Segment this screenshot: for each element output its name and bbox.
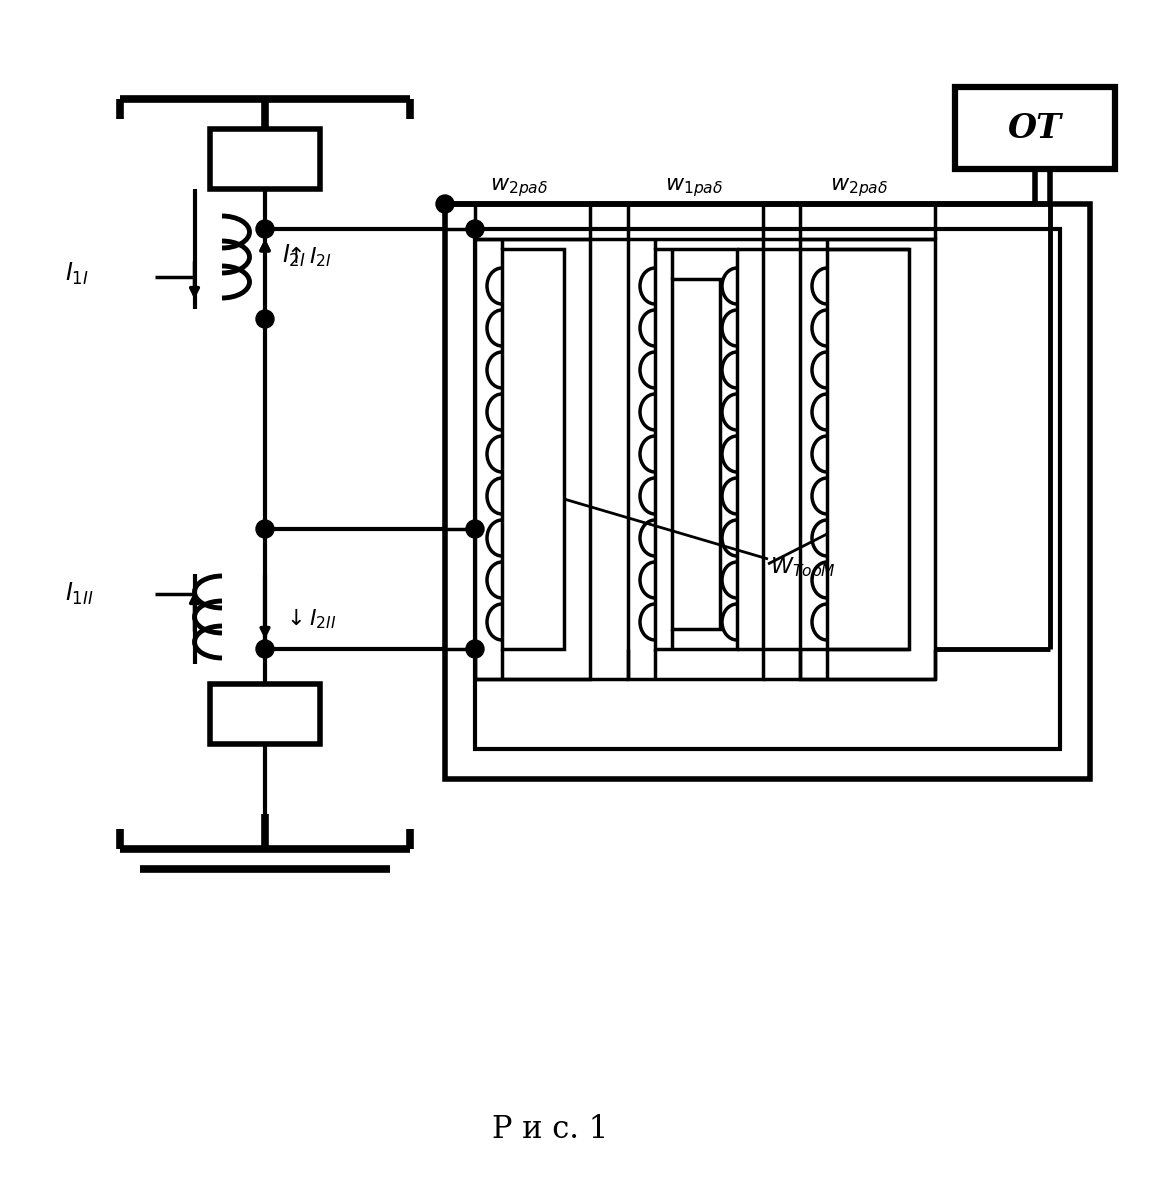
Text: $w_{2pa\delta}$: $w_{2pa\delta}$ — [831, 176, 889, 199]
Bar — [827, 249, 909, 649]
Bar — [502, 249, 564, 649]
Bar — [800, 239, 935, 678]
Circle shape — [256, 520, 274, 538]
Text: $\mathit{I}_{1I}$: $\mathit{I}_{1I}$ — [65, 260, 89, 287]
Bar — [672, 279, 720, 629]
Text: Р и с. 1: Р и с. 1 — [492, 1113, 608, 1145]
Text: $W_{\mathit{ToрM}}$: $W_{\mathit{ToрM}}$ — [770, 555, 836, 583]
Circle shape — [436, 195, 454, 213]
Circle shape — [256, 220, 274, 238]
Bar — [445, 204, 1090, 779]
Text: ОТ: ОТ — [1008, 111, 1063, 144]
Text: $\uparrow\mathit{I}_{2I}$: $\uparrow\mathit{I}_{2I}$ — [282, 245, 332, 269]
Bar — [628, 239, 763, 678]
Bar — [655, 249, 737, 649]
Text: $\mathit{I}_{1II}$: $\mathit{I}_{1II}$ — [65, 581, 94, 607]
Text: $\mathit{I}_{2I}$: $\mathit{I}_{2I}$ — [282, 243, 306, 269]
Bar — [955, 86, 1115, 169]
Text: $w_{1pa\delta}$: $w_{1pa\delta}$ — [665, 176, 724, 199]
Bar — [474, 239, 590, 678]
Circle shape — [256, 641, 274, 658]
Circle shape — [466, 220, 484, 238]
Bar — [210, 684, 320, 744]
Bar — [210, 129, 320, 189]
Circle shape — [466, 641, 484, 658]
Circle shape — [256, 310, 274, 328]
Bar — [474, 229, 1060, 749]
Text: $w_{2pa\delta}$: $w_{2pa\delta}$ — [490, 176, 549, 199]
Text: $\downarrow\mathit{I}_{2II}$: $\downarrow\mathit{I}_{2II}$ — [282, 606, 336, 631]
Circle shape — [466, 520, 484, 538]
